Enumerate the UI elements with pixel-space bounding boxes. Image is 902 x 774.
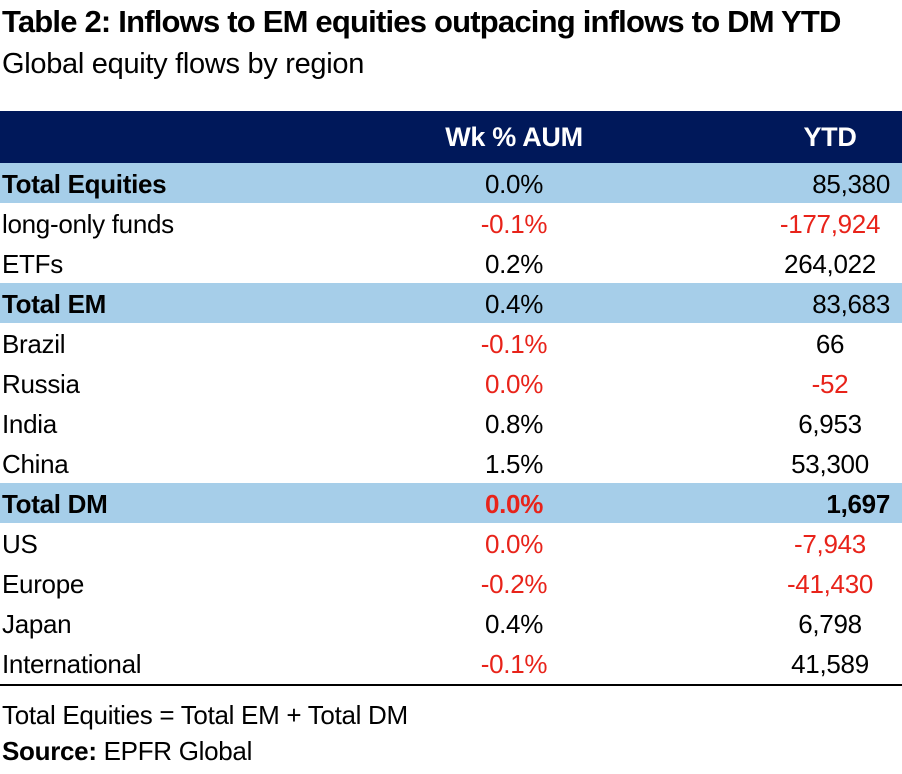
row-wk-value: 0.0% [484, 529, 544, 559]
row-ytd-value: 83,683 [812, 289, 890, 319]
row-label: US [2, 529, 38, 559]
column-header-ytd: YTD [803, 122, 857, 152]
row-wk-value: -0.1% [480, 329, 548, 359]
row-wk-value: -0.2% [480, 569, 548, 599]
row-wk-value: 0.0% [484, 169, 544, 199]
table-row: India 0.8% 6,953 [0, 403, 902, 443]
row-ytd-value: 66 [815, 329, 845, 359]
table-row: China 1.5% 53,300 [0, 443, 902, 483]
row-ytd-value: -41,430 [786, 569, 874, 599]
table-row: Russia 0.0% -52 [0, 363, 902, 403]
row-label: long-only funds [2, 209, 174, 239]
table-row-total-em: Total EM 0.4% 83,683 [0, 283, 902, 323]
row-label: International [2, 649, 142, 679]
row-wk-value: 0.8% [484, 409, 544, 439]
table-row: International -0.1% 41,589 [0, 643, 902, 683]
row-wk-value: 0.4% [484, 609, 544, 639]
table-row: US 0.0% -7,943 [0, 523, 902, 563]
row-ytd-value: 1,697 [826, 489, 890, 519]
row-ytd-value: -52 [811, 369, 849, 399]
row-ytd-value: 41,589 [791, 649, 869, 679]
table-row: long-only funds -0.1% -177,924 [0, 203, 902, 243]
row-label: China [2, 449, 69, 479]
row-wk-value: 0.4% [484, 289, 544, 319]
row-ytd-value: 85,380 [812, 169, 890, 199]
table-header: Wk % AUM YTD [0, 111, 902, 163]
row-label: Russia [2, 369, 80, 399]
footnote: Total Equities = Total EM + Total DM [2, 700, 408, 730]
row-label: Japan [2, 609, 72, 639]
source-line: Source: EPFR Global [2, 736, 252, 767]
table-row: Brazil -0.1% 66 [0, 323, 902, 363]
row-ytd-value: 6,953 [798, 409, 862, 439]
row-label: Total Equities [2, 169, 167, 199]
row-ytd-value: -7,943 [794, 529, 866, 559]
row-label: ETFs [2, 249, 63, 279]
equity-flows-table: Wk % AUM YTD Total Equities 0.0% 85,380 … [0, 111, 902, 683]
table-bottom-rule [0, 684, 902, 686]
source-text: EPFR Global [103, 736, 253, 766]
row-wk-value: 1.5% [484, 449, 544, 479]
table-row: Japan 0.4% 6,798 [0, 603, 902, 643]
table-title: Table 2: Inflows to EM equities outpacin… [2, 4, 841, 39]
row-wk-value: 0.2% [484, 249, 544, 279]
source-label: Source: [2, 736, 97, 766]
row-ytd-value: -177,924 [779, 209, 881, 239]
row-wk-value: -0.1% [480, 649, 548, 679]
row-ytd-value: 6,798 [798, 609, 862, 639]
table-row-total-equities: Total Equities 0.0% 85,380 [0, 163, 902, 203]
row-label: Total DM [2, 489, 108, 519]
row-ytd-value: 53,300 [791, 449, 869, 479]
row-ytd-value: 264,022 [784, 249, 876, 279]
row-label: Brazil [2, 329, 66, 359]
table-row-total-dm: Total DM 0.0% 1,697 [0, 483, 902, 523]
table-subtitle: Global equity flows by region [2, 48, 365, 80]
row-wk-value: 0.0% [484, 369, 544, 399]
table-row: Europe -0.2% -41,430 [0, 563, 902, 603]
table-row: ETFs 0.2% 264,022 [0, 243, 902, 283]
row-label: India [2, 409, 57, 439]
row-label: Europe [2, 569, 85, 599]
column-header-wk-aum: Wk % AUM [445, 122, 583, 152]
row-label: Total EM [2, 289, 106, 319]
row-wk-value: -0.1% [480, 209, 548, 239]
row-wk-value: 0.0% [484, 489, 544, 519]
